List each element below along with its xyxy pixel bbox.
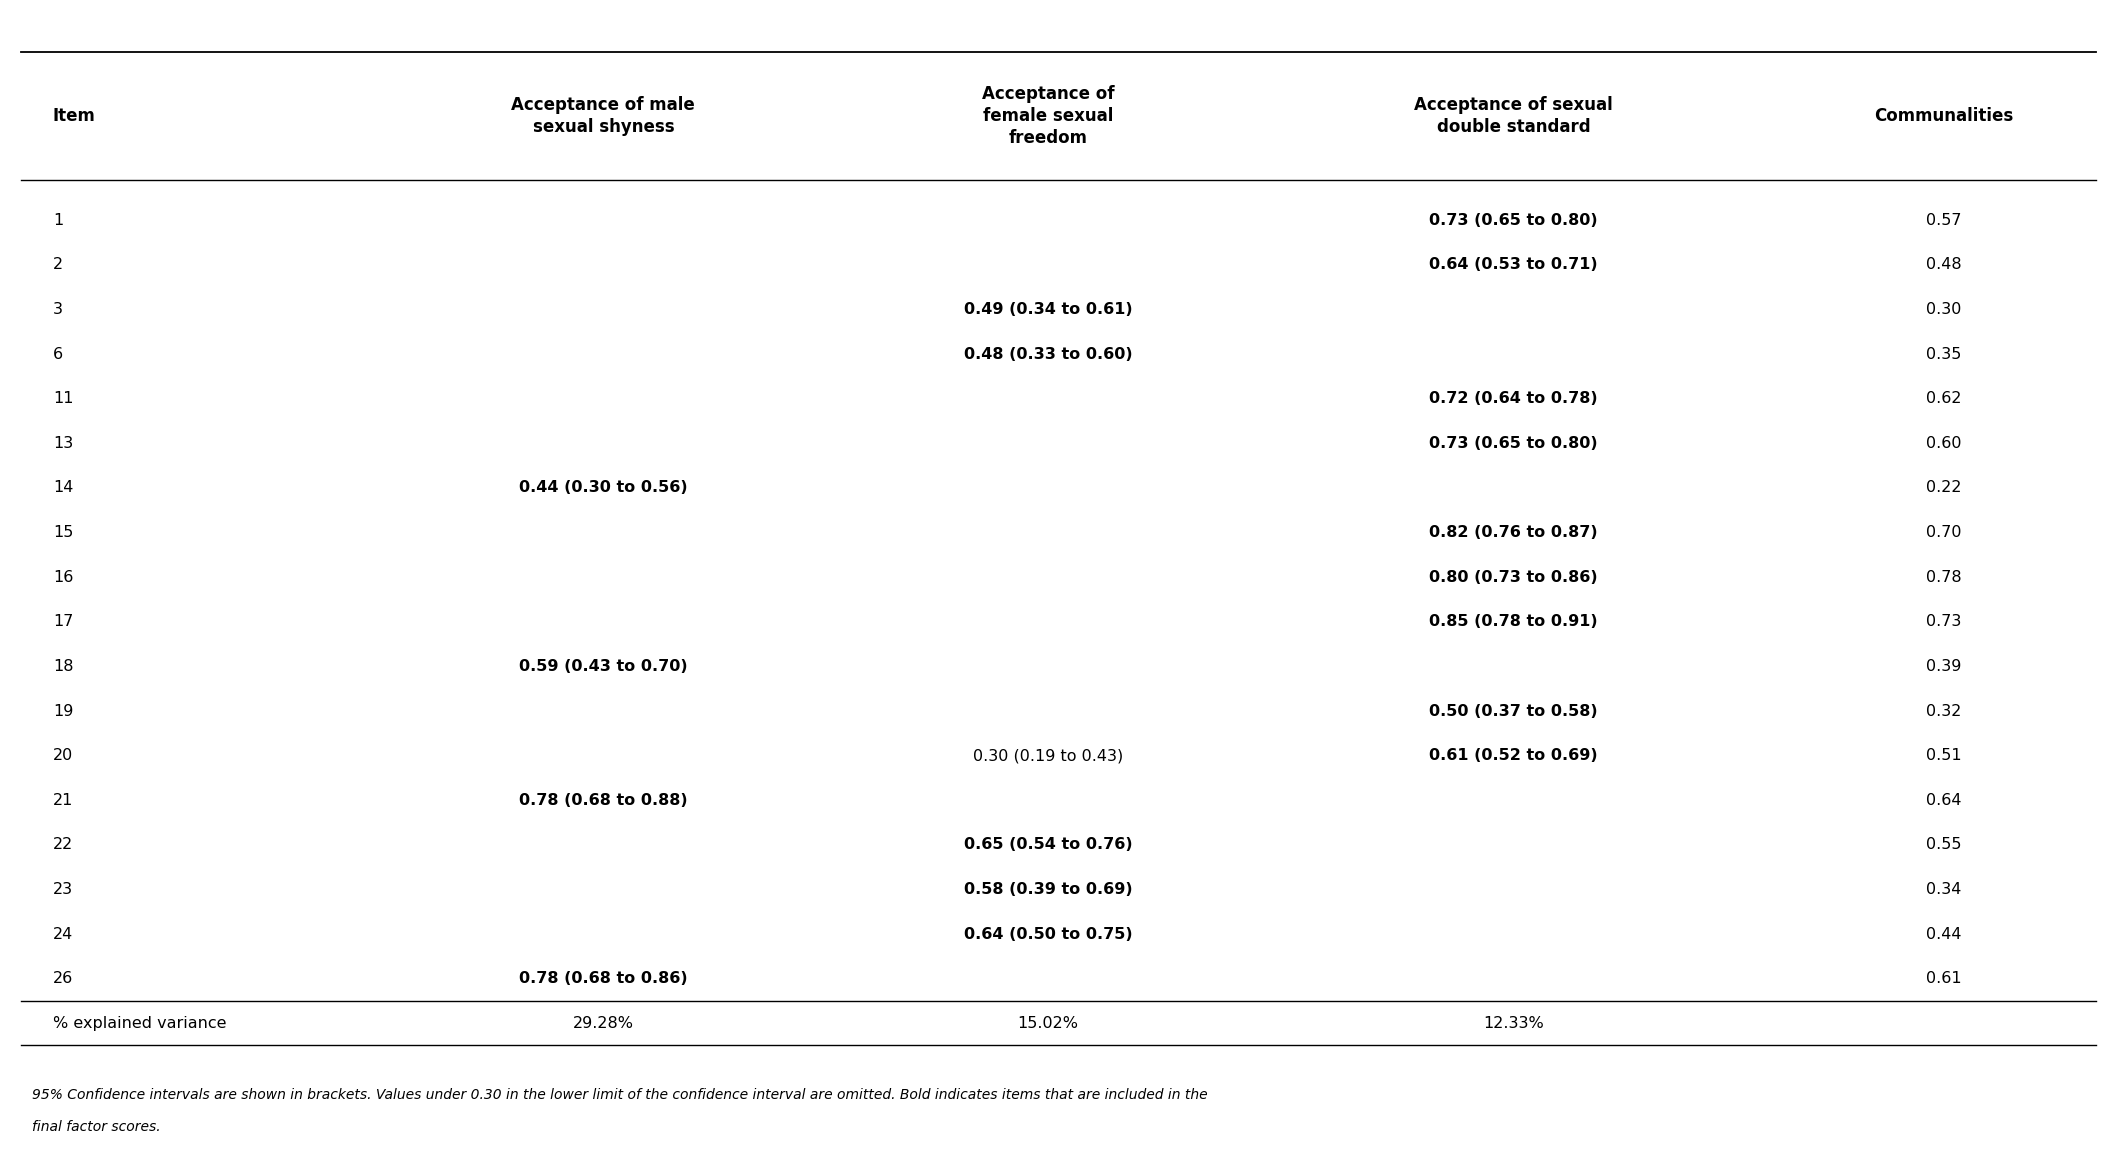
Text: 0.49 (0.34 to 0.61): 0.49 (0.34 to 0.61) <box>963 302 1133 316</box>
Text: Communalities: Communalities <box>1874 107 2013 125</box>
Text: 0.78 (0.68 to 0.88): 0.78 (0.68 to 0.88) <box>519 793 688 808</box>
Text: 0.30: 0.30 <box>1926 302 1960 316</box>
Text: 0.30 (0.19 to 0.43): 0.30 (0.19 to 0.43) <box>974 749 1122 763</box>
Text: 0.82 (0.76 to 0.87): 0.82 (0.76 to 0.87) <box>1429 525 1598 540</box>
Text: final factor scores.: final factor scores. <box>32 1120 161 1134</box>
Text: 23: 23 <box>53 882 74 897</box>
Text: 0.78: 0.78 <box>1926 570 1960 584</box>
Text: 0.34: 0.34 <box>1926 882 1960 897</box>
Text: 0.73 (0.65 to 0.80): 0.73 (0.65 to 0.80) <box>1429 213 1598 227</box>
Text: 0.48 (0.33 to 0.60): 0.48 (0.33 to 0.60) <box>963 347 1133 362</box>
Text: 0.64: 0.64 <box>1926 793 1960 808</box>
Text: 0.32: 0.32 <box>1926 704 1960 719</box>
Text: 18: 18 <box>53 659 74 673</box>
Text: 0.58 (0.39 to 0.69): 0.58 (0.39 to 0.69) <box>963 882 1133 897</box>
Text: 13: 13 <box>53 436 74 451</box>
Text: 1: 1 <box>53 213 64 227</box>
Text: Acceptance of
female sexual
freedom: Acceptance of female sexual freedom <box>982 85 1114 147</box>
Text: 0.64 (0.53 to 0.71): 0.64 (0.53 to 0.71) <box>1429 257 1598 272</box>
Text: Item: Item <box>53 107 95 125</box>
Text: 0.85 (0.78 to 0.91): 0.85 (0.78 to 0.91) <box>1429 614 1598 629</box>
Text: 0.48: 0.48 <box>1926 257 1960 272</box>
Text: 0.57: 0.57 <box>1926 213 1960 227</box>
Text: 0.73: 0.73 <box>1926 614 1960 629</box>
Text: 20: 20 <box>53 749 74 763</box>
Text: 0.72 (0.64 to 0.78): 0.72 (0.64 to 0.78) <box>1429 392 1598 406</box>
Text: 0.44 (0.30 to 0.56): 0.44 (0.30 to 0.56) <box>519 481 688 495</box>
Text: 24: 24 <box>53 927 74 941</box>
Text: 0.61: 0.61 <box>1926 971 1960 986</box>
Text: 0.60: 0.60 <box>1926 436 1960 451</box>
Text: 17: 17 <box>53 614 74 629</box>
Text: 0.80 (0.73 to 0.86): 0.80 (0.73 to 0.86) <box>1429 570 1598 584</box>
Text: 12.33%: 12.33% <box>1484 1016 1543 1030</box>
Text: 0.44: 0.44 <box>1926 927 1960 941</box>
Text: 21: 21 <box>53 793 74 808</box>
Text: 15: 15 <box>53 525 74 540</box>
Text: 0.35: 0.35 <box>1926 347 1960 362</box>
Text: 0.64 (0.50 to 0.75): 0.64 (0.50 to 0.75) <box>963 927 1133 941</box>
Text: % explained variance: % explained variance <box>53 1016 227 1030</box>
Text: 0.50 (0.37 to 0.58): 0.50 (0.37 to 0.58) <box>1429 704 1598 719</box>
Text: 0.22: 0.22 <box>1926 481 1960 495</box>
Text: 16: 16 <box>53 570 74 584</box>
Text: Acceptance of sexual
double standard: Acceptance of sexual double standard <box>1414 96 1613 136</box>
Text: 0.78 (0.68 to 0.86): 0.78 (0.68 to 0.86) <box>519 971 688 986</box>
Text: 14: 14 <box>53 481 74 495</box>
Text: 0.59 (0.43 to 0.70): 0.59 (0.43 to 0.70) <box>519 659 688 673</box>
Text: 0.70: 0.70 <box>1926 525 1960 540</box>
Text: 11: 11 <box>53 392 74 406</box>
Text: 0.61 (0.52 to 0.69): 0.61 (0.52 to 0.69) <box>1429 749 1598 763</box>
Text: 6: 6 <box>53 347 64 362</box>
Text: 2: 2 <box>53 257 64 272</box>
Text: 0.55: 0.55 <box>1926 838 1960 852</box>
Text: Acceptance of male
sexual shyness: Acceptance of male sexual shyness <box>512 96 694 136</box>
Text: 15.02%: 15.02% <box>1018 1016 1078 1030</box>
Text: 95% Confidence intervals are shown in brackets. Values under 0.30 in the lower l: 95% Confidence intervals are shown in br… <box>32 1088 1207 1102</box>
Text: 3: 3 <box>53 302 64 316</box>
Text: 0.39: 0.39 <box>1926 659 1960 673</box>
Text: 19: 19 <box>53 704 74 719</box>
Text: 0.51: 0.51 <box>1926 749 1960 763</box>
Text: 29.28%: 29.28% <box>574 1016 633 1030</box>
Text: 0.65 (0.54 to 0.76): 0.65 (0.54 to 0.76) <box>963 838 1133 852</box>
Text: 22: 22 <box>53 838 74 852</box>
Text: 0.62: 0.62 <box>1926 392 1960 406</box>
Text: 0.73 (0.65 to 0.80): 0.73 (0.65 to 0.80) <box>1429 436 1598 451</box>
Text: 26: 26 <box>53 971 74 986</box>
